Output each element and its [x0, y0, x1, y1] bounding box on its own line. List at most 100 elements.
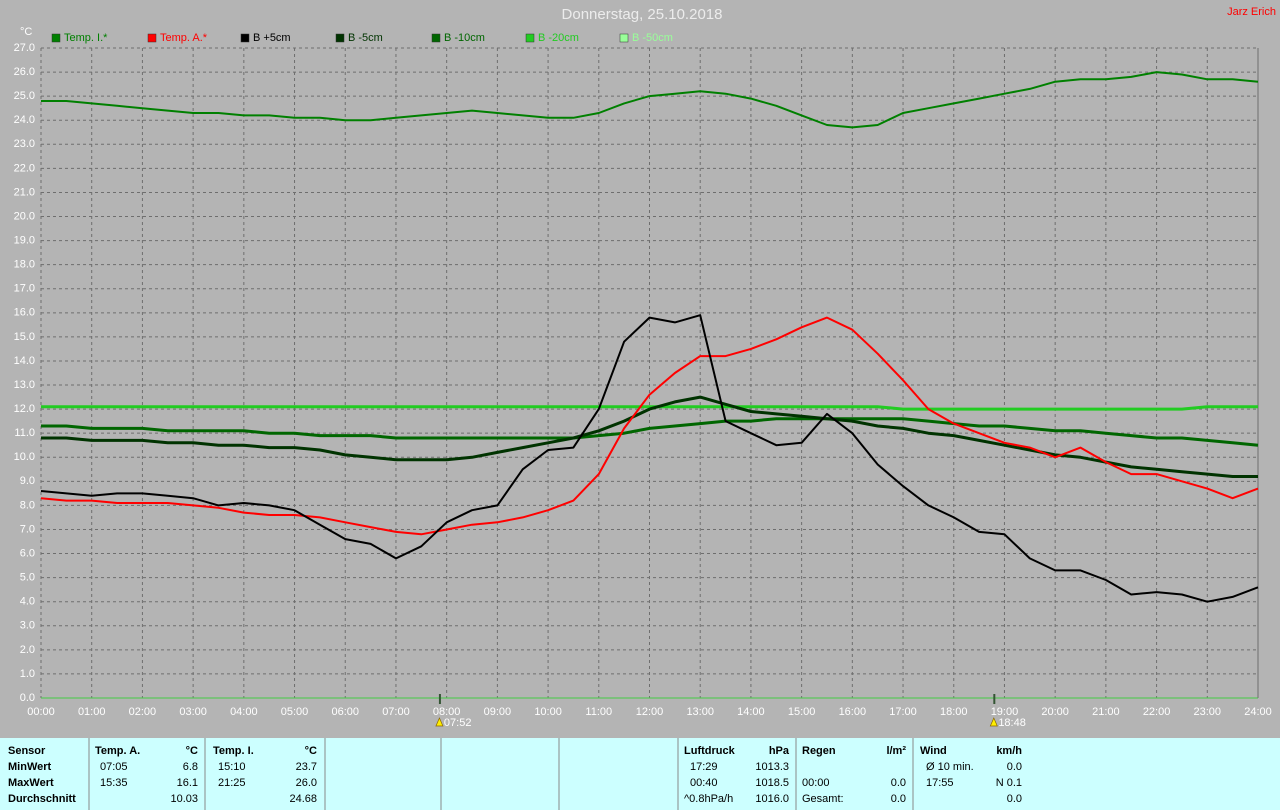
table-cell: Durchschnitt [8, 793, 76, 805]
x-tick-label: 09:00 [484, 706, 512, 718]
x-tick-label: 11:00 [585, 706, 612, 718]
legend-swatch [619, 33, 629, 43]
y-tick-label: 13.0 [14, 379, 35, 391]
x-tick-label: 17:00 [889, 706, 917, 718]
y-tick-label: 14.0 [14, 355, 35, 367]
table-header: Sensor [8, 745, 46, 757]
legend-swatch [525, 33, 535, 43]
x-tick-label: 01:00 [78, 706, 106, 718]
y-tick-label: 11.0 [14, 427, 35, 439]
table-cell: 07:05 [100, 761, 128, 773]
legend-label: B -20cm [538, 32, 579, 44]
x-tick-label: 02:00 [129, 706, 157, 718]
table-cell: 00:40 [690, 777, 718, 789]
y-tick-label: 4.0 [20, 596, 35, 608]
table-cell: Gesamt: [802, 793, 844, 805]
x-tick-label: 15:00 [788, 706, 816, 718]
table-header: Temp. I. [213, 745, 254, 757]
table-cell: 21:25 [218, 777, 246, 789]
table-header: °C [305, 745, 317, 757]
legend-swatch [335, 33, 345, 43]
y-tick-label: 24.0 [14, 114, 35, 126]
table-cell: 0.0 [891, 777, 906, 789]
y-tick-label: 26.0 [14, 66, 35, 78]
table-header: km/h [996, 745, 1022, 757]
y-tick-label: 25.0 [14, 90, 35, 102]
x-tick-label: 10:00 [534, 706, 562, 718]
legend-label: B +5cm [253, 32, 291, 44]
chart-background [0, 0, 1280, 738]
y-tick-label: 8.0 [20, 499, 35, 511]
y-tick-label: 6.0 [20, 547, 35, 559]
y-unit: °C [20, 26, 32, 38]
legend-swatch [51, 33, 61, 43]
y-tick-label: 20.0 [14, 210, 35, 222]
legend-label: B -5cm [348, 32, 383, 44]
series-line [41, 417, 1259, 447]
legend-swatch [147, 33, 157, 43]
sun-time: 07:52 [444, 717, 472, 729]
chart-title: Donnerstag, 25.10.2018 [562, 6, 723, 23]
y-tick-label: 15.0 [14, 331, 35, 343]
stats-panel [0, 738, 1280, 810]
series-line [41, 395, 1258, 478]
table-cell: 24.68 [289, 793, 317, 805]
x-tick-label: 22:00 [1143, 706, 1171, 718]
table-cell: Ø 10 min. [926, 761, 974, 773]
table-cell: 10.03 [170, 793, 198, 805]
x-tick-label: 06:00 [331, 706, 359, 718]
y-tick-label: 5.0 [20, 572, 35, 584]
series-line [40, 314, 1259, 603]
y-tick-label: 0.0 [20, 692, 35, 704]
x-tick-label: 14:00 [737, 706, 765, 718]
table-cell: 1018.5 [755, 777, 789, 789]
x-tick-label: 24:00 [1244, 706, 1272, 718]
x-tick-label: 13:00 [686, 706, 714, 718]
x-tick-label: 03:00 [179, 706, 207, 718]
table-header: Temp. A. [95, 745, 140, 757]
x-tick-label: 07:00 [382, 706, 410, 718]
sun-icon [989, 717, 998, 727]
table-header: l/m² [886, 745, 906, 757]
y-tick-label: 10.0 [14, 451, 35, 463]
y-tick-label: 16.0 [14, 307, 35, 319]
table-cell: 00:00 [802, 777, 830, 789]
x-tick-label: 23:00 [1194, 706, 1222, 718]
table-cell: MinWert [8, 761, 52, 773]
table-header: °C [186, 745, 198, 757]
legend-swatch [431, 33, 441, 43]
table-cell: 15:35 [100, 777, 128, 789]
series-line [41, 71, 1259, 129]
x-tick-label: 20:00 [1041, 706, 1069, 718]
x-tick-label: 19:00 [991, 706, 1019, 718]
table-cell: 1013.3 [755, 761, 789, 773]
table-header: Luftdruck [684, 745, 736, 757]
y-tick-label: 21.0 [14, 186, 35, 198]
y-tick-label: 17.0 [14, 283, 35, 295]
legend-label: B -10cm [444, 32, 485, 44]
user-name: Jarz Erich [1227, 6, 1276, 18]
y-tick-label: 19.0 [14, 234, 35, 246]
x-tick-label: 08:00 [433, 706, 461, 718]
legend-label: Temp. A.* [160, 32, 208, 44]
legend-label: Temp. I.* [64, 32, 108, 44]
series-line [41, 405, 1258, 411]
y-tick-label: 27.0 [14, 42, 35, 54]
x-tick-label: 16:00 [839, 706, 867, 718]
table-header: Regen [802, 745, 836, 757]
table-header: hPa [769, 745, 790, 757]
table-header: Wind [920, 745, 947, 757]
y-tick-label: 12.0 [14, 403, 35, 415]
x-tick-label: 04:00 [230, 706, 258, 718]
table-cell: MaxWert [8, 777, 54, 789]
series-line [40, 316, 1259, 536]
x-tick-label: 12:00 [636, 706, 664, 718]
x-tick-label: 00:00 [27, 706, 55, 718]
table-cell: 23.7 [296, 761, 317, 773]
sun-icon [435, 717, 444, 727]
table-cell: 0.0 [891, 793, 906, 805]
y-tick-label: 3.0 [20, 620, 35, 632]
table-cell: ^0.8hPa/h [684, 793, 733, 805]
